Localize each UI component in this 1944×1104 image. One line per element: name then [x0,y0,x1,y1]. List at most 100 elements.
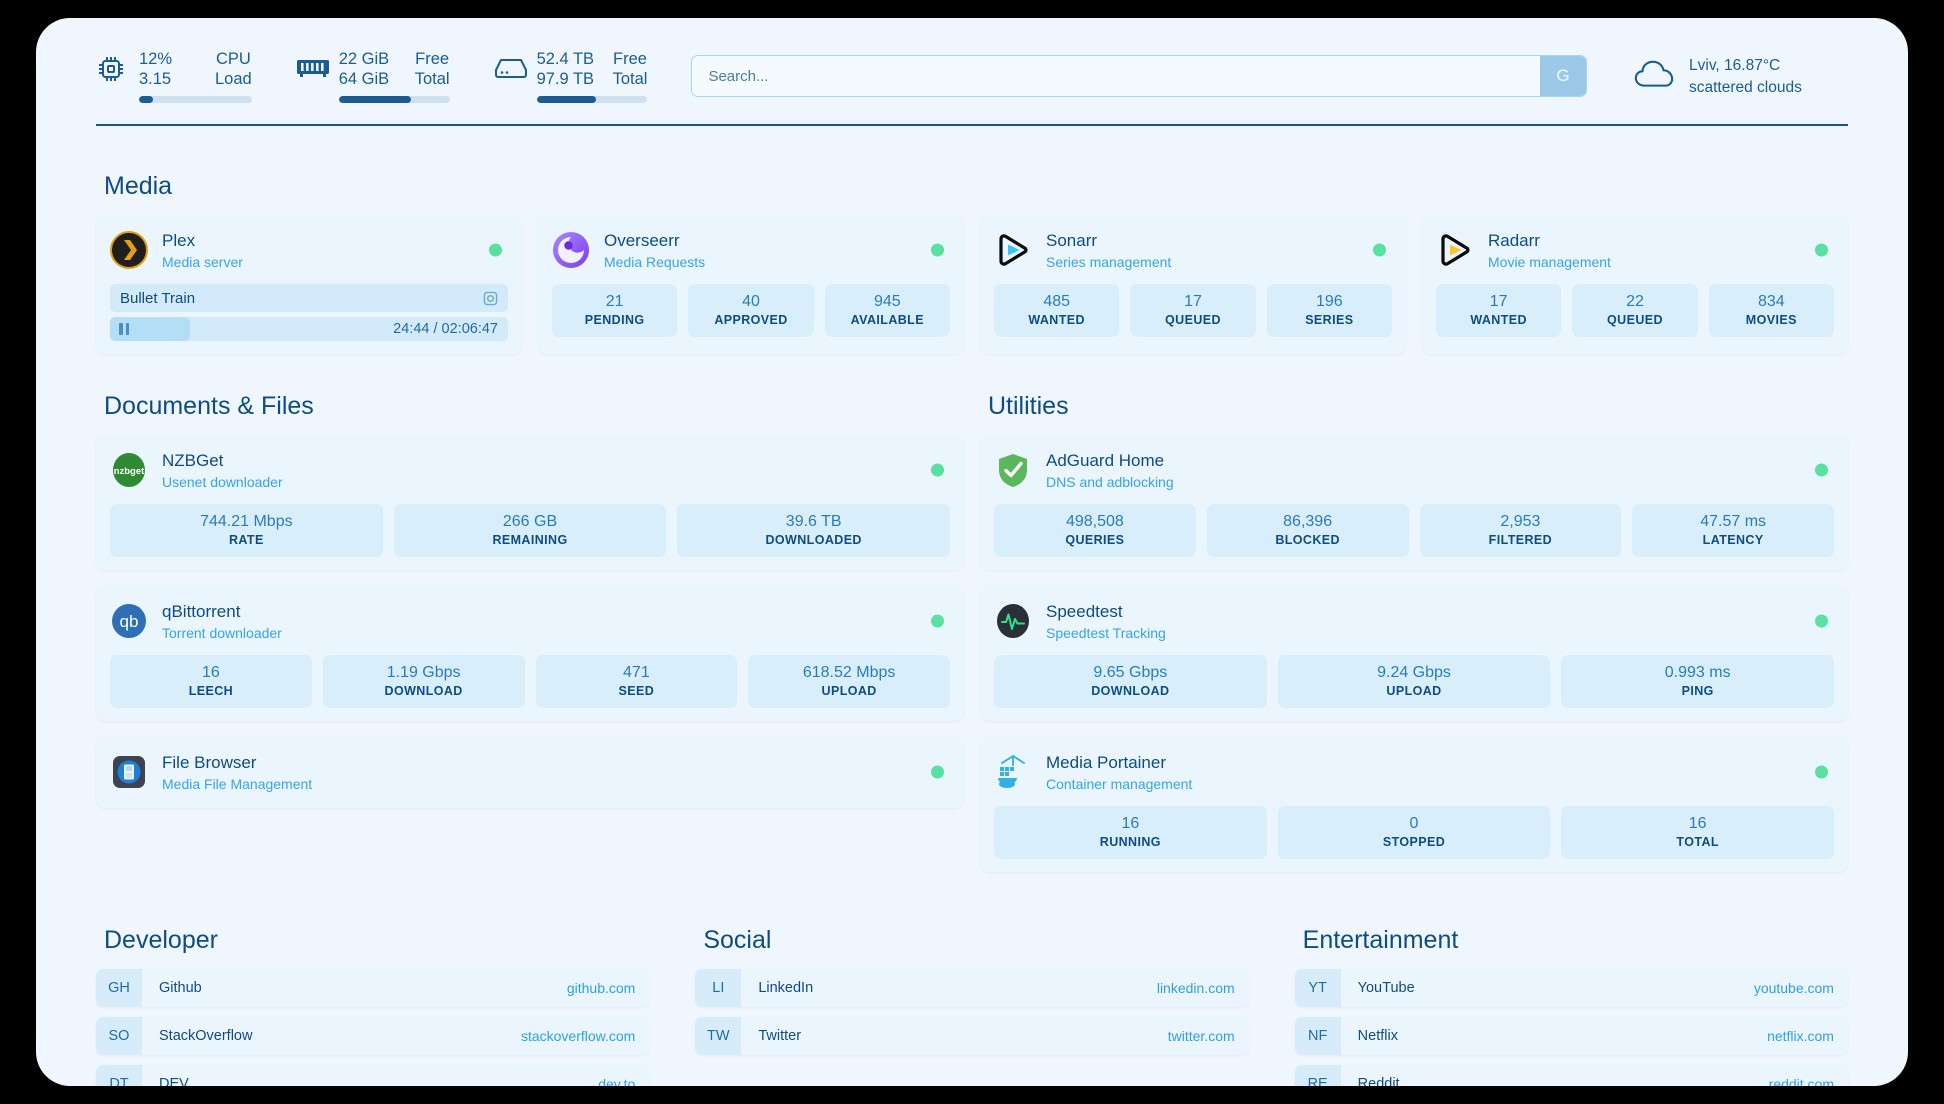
search-submit-button[interactable]: G [1540,56,1586,96]
status-indicator [931,614,944,628]
search-input[interactable] [692,67,1540,85]
stat-tile[interactable]: 9.24 Gbps UPLOAD [1277,655,1551,708]
service-description: DNS and adblocking [1046,473,1174,490]
stat-tile[interactable]: 16 RUNNING [994,806,1267,859]
stat-row: 17 WANTED 22 QUEUED 834 MOVIES [1436,284,1834,337]
service-card[interactable]: Media Portainer Container management 16 RUN… [980,737,1848,872]
stat-tile[interactable]: 1.19 Gbps DOWNLOAD [322,655,525,708]
stat-tile[interactable]: 834 MOVIES [1708,284,1834,337]
stat-tile[interactable]: 17 WANTED [1436,284,1562,337]
service-card[interactable]: Speedtest Speedtest Tracking 9.65 Gbps DOWN… [980,586,1848,721]
plex-icon [110,231,148,269]
stat-label: TOTAL [1676,835,1719,849]
stat-tile[interactable]: 618.52 Mbps UPLOAD [748,655,950,708]
service-description: Container management [1046,775,1193,792]
resource-memory-value-1: 22 GiB [338,50,390,68]
stat-tile[interactable]: 2,953 FILTERED [1419,504,1622,557]
stat-label: FILTERED [1488,533,1553,547]
stat-tile[interactable]: 47.57 ms LATENCY [1632,504,1834,557]
qbittorrent-icon: qb [110,602,148,640]
bookmark-url: reddit.com [1768,1076,1834,1086]
service-description: Usenet downloader [162,473,283,490]
service-card[interactable]: qb qBittorrent Torrent downloader 16 LEECH 1.… [96,586,964,721]
filebrowser-icon [110,753,148,791]
bookmark-item[interactable]: SO StackOverflow stackoverflow.com [96,1017,650,1055]
bookmark-abbr: RE [1294,1065,1341,1086]
stat-value: 945 [873,293,901,310]
stat-value: 47.57 ms [1700,513,1767,530]
adguard-icon [994,451,1032,489]
stat-tile[interactable]: 744.21 Mbps RATE [110,504,383,557]
stat-tile[interactable]: 485 WANTED [994,284,1120,337]
stat-tile[interactable]: 0 STOPPED [1277,806,1551,859]
stat-value: 40 [742,293,760,310]
stat-tile[interactable]: 16 LEECH [110,655,312,708]
service-card-header: Plex Media server [110,227,508,273]
service-card[interactable]: AdGuard Home DNS and adblocking 498,508 QUE… [980,435,1848,570]
stat-value: 17 [1184,293,1202,310]
stat-value: 471 [623,664,650,681]
bookmark-group: Social LI LinkedIn linkedin.com TW Twitter twi… [695,926,1249,1086]
stat-tile[interactable]: 471 SEED [535,655,738,708]
stat-value: 485 [1043,293,1071,310]
stat-label: WANTED [1470,313,1527,327]
dashboard-page: 12% 3.15 CPU Load 22 GiB 64 GiB Free Total 52.4 … [36,18,1908,1086]
bookmark-item[interactable]: GH Github github.com [96,969,650,1007]
bookmark-item[interactable]: YT YouTube youtube.com [1294,969,1848,1007]
search-area: G [691,55,1587,97]
service-card[interactable]: nzbget NZBGet Usenet downloader 744.21 Mbps… [96,435,964,570]
section-title-media: Media [104,172,173,200]
stat-tile[interactable]: 945 AVAILABLE [824,284,950,337]
bookmark-group: Developer GH Github github.com SO StackOverfl… [96,926,650,1086]
stat-label: APPROVED [714,313,788,327]
stat-tile[interactable]: 196 SERIES [1266,284,1392,337]
stat-tile[interactable]: 39.6 TB DOWNLOADED [677,504,951,557]
bookmark-item[interactable]: RE Reddit reddit.com [1294,1065,1848,1086]
stat-row: 485 WANTED 17 QUEUED 196 SERIES [994,284,1392,337]
bookmark-abbr: GH [96,969,142,1007]
stat-value: 196 [1315,293,1343,310]
stat-tile[interactable]: 40 APPROVED [688,284,814,337]
service-card[interactable]: Sonarr Series management 485 WANTED 17 QUEUED… [980,215,1406,354]
sonarr-icon [994,231,1032,269]
stat-tile[interactable]: 0.993 ms PING [1561,655,1835,708]
stat-tile[interactable]: 266 GB REMAINING [393,504,667,557]
stat-label: REMAINING [492,533,568,547]
stat-tile[interactable]: 17 QUEUED [1130,284,1256,337]
service-card[interactable]: Plex Media server Bullet Train 24:44 / 02:0… [96,215,522,354]
media-card-row: Plex Media server Bullet Train 24:44 / 02:0… [96,215,1848,354]
bookmark-item[interactable]: TW Twitter twitter.com [695,1017,1249,1055]
bookmark-item[interactable]: DT DEV dev.to [96,1065,650,1086]
bookmark-item[interactable]: NF Netflix netflix.com [1294,1017,1848,1055]
weather-location-temp: Lviv, 16.87°C [1689,56,1781,74]
stat-tile[interactable]: 16 TOTAL [1561,806,1835,859]
cast-icon[interactable] [483,291,498,306]
bookmark-group-title: Entertainment [1302,926,1459,954]
cpu-icon [96,54,126,88]
stat-label: UPLOAD [821,684,877,698]
search-box[interactable]: G [691,55,1587,97]
resource-disk-bar [536,96,648,103]
status-indicator [931,243,944,257]
pause-icon[interactable] [119,323,129,335]
status-indicator [1815,243,1828,257]
stat-tile[interactable]: 22 QUEUED [1572,284,1698,337]
stat-value: 1.19 Gbps [386,664,461,681]
stat-tile[interactable]: 498,508 QUERIES [994,504,1196,557]
service-card[interactable]: Radarr Movie management 17 WANTED 22 QUEUED 83… [1422,215,1848,354]
radarr-icon [1436,231,1474,269]
resource-memory-label-1: Free [415,50,450,68]
stat-tile[interactable]: 86,396 BLOCKED [1206,504,1409,557]
now-playing-progress[interactable]: 24:44 / 02:06:47 [110,317,508,341]
bookmark-item[interactable]: LI LinkedIn linkedin.com [695,969,1249,1007]
stat-tile[interactable]: 9.65 Gbps DOWNLOAD [994,655,1267,708]
service-name: qBittorrent [162,601,241,621]
stat-label: RATE [228,533,264,547]
stat-tile[interactable]: 21 PENDING [552,284,678,337]
service-card[interactable]: File Browser Media File Management [96,737,964,808]
service-card[interactable]: Overseerr Media Requests 21 PENDING 40 APPROV… [538,215,964,354]
service-card-header: File Browser Media File Management [110,749,950,795]
resource-memory-bar [338,96,450,103]
svg-text:nzbget: nzbget [114,466,145,477]
resource-widgets: 12% 3.15 CPU Load 22 GiB 64 GiB Free Total 52.4 … [96,49,691,103]
